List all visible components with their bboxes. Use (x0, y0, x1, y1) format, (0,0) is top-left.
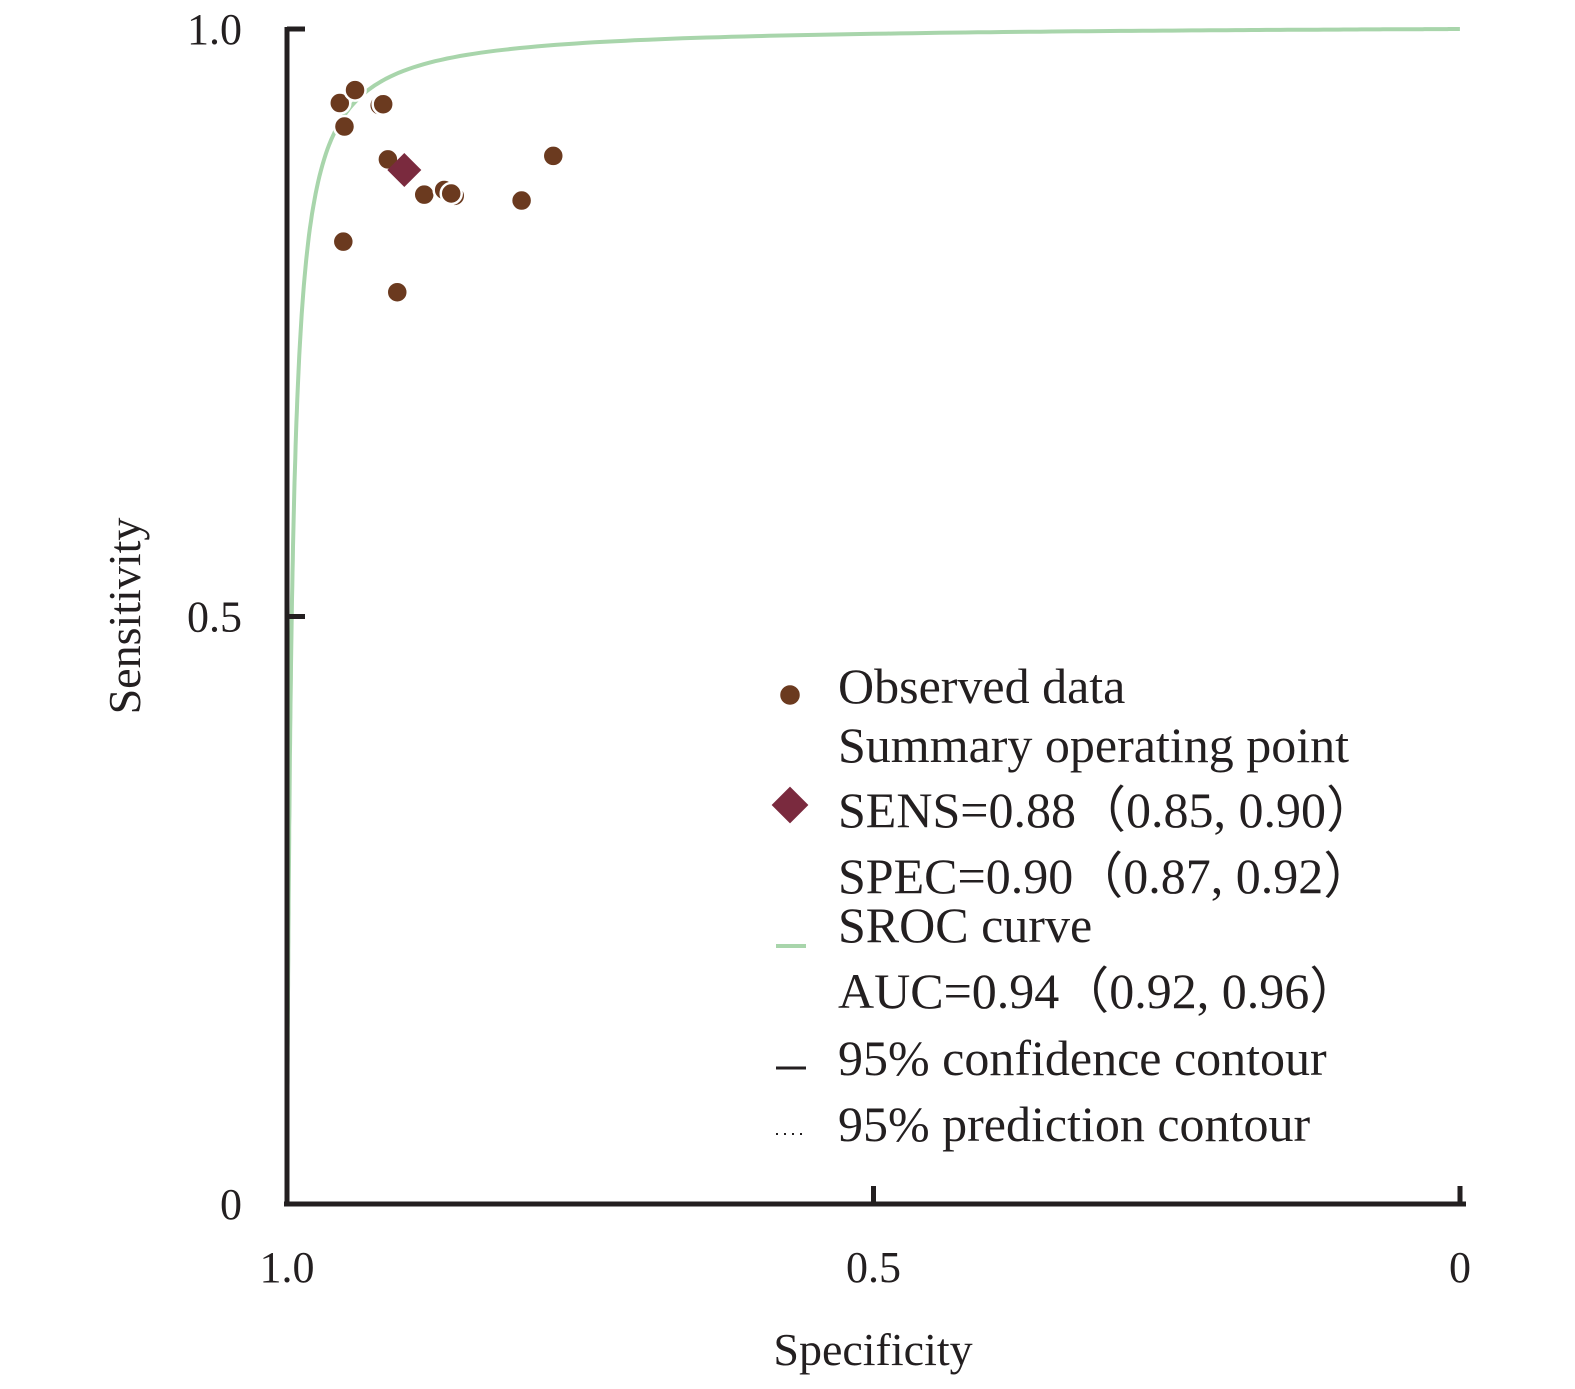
observed-data-points (328, 78, 566, 304)
legend-summary-marker (771, 786, 809, 824)
axis-ticks: 1.0 0.5 0 1.0 0.5 0 (187, 5, 1471, 1292)
x-tick-label: 0 (1449, 1243, 1471, 1292)
legend-spec-label: SPEC=0.90（0.87, 0.92） (838, 848, 1373, 904)
observed-data-point (328, 91, 352, 115)
legend-prediction-label: 95% prediction contour (838, 1096, 1310, 1152)
observed-data-point (343, 78, 367, 102)
observed-data-point (412, 182, 436, 207)
legend-observed-marker (777, 682, 803, 708)
observed-data-point (509, 188, 534, 213)
plot-area (285, 27, 1460, 1170)
legend-auc-label: AUC=0.94（0.92, 0.96） (838, 963, 1359, 1019)
x-tick-label: 1.0 (260, 1243, 315, 1292)
observed-data-point (332, 114, 357, 139)
x-tick-label: 0.5 (846, 1243, 901, 1292)
observed-data-point (371, 92, 395, 116)
observed-data-point (331, 229, 356, 254)
observed-data-point (541, 144, 566, 168)
summary-point-marker (387, 153, 422, 187)
observed-data-point (439, 181, 463, 206)
x-axis-title: Specificity (773, 1324, 972, 1375)
legend-sens-label: SENS=0.88（0.85, 0.90） (838, 782, 1376, 838)
y-tick-label: 0.5 (187, 593, 242, 642)
y-tick-label: 0 (220, 1180, 242, 1229)
legend-observed-label: Observed data (838, 658, 1125, 714)
legend-confidence-label: 95% confidence contour (838, 1030, 1327, 1086)
legend-sroc-label: SROC curve (838, 897, 1092, 953)
y-tick-label: 1.0 (187, 5, 242, 54)
legend: Observed data Summary operating point SE… (771, 658, 1376, 1152)
y-axis-title: Sensitivity (99, 518, 150, 715)
summary-operating-point (387, 153, 422, 187)
observed-data-point (385, 280, 410, 304)
legend-summary-title: Summary operating point (838, 717, 1349, 773)
